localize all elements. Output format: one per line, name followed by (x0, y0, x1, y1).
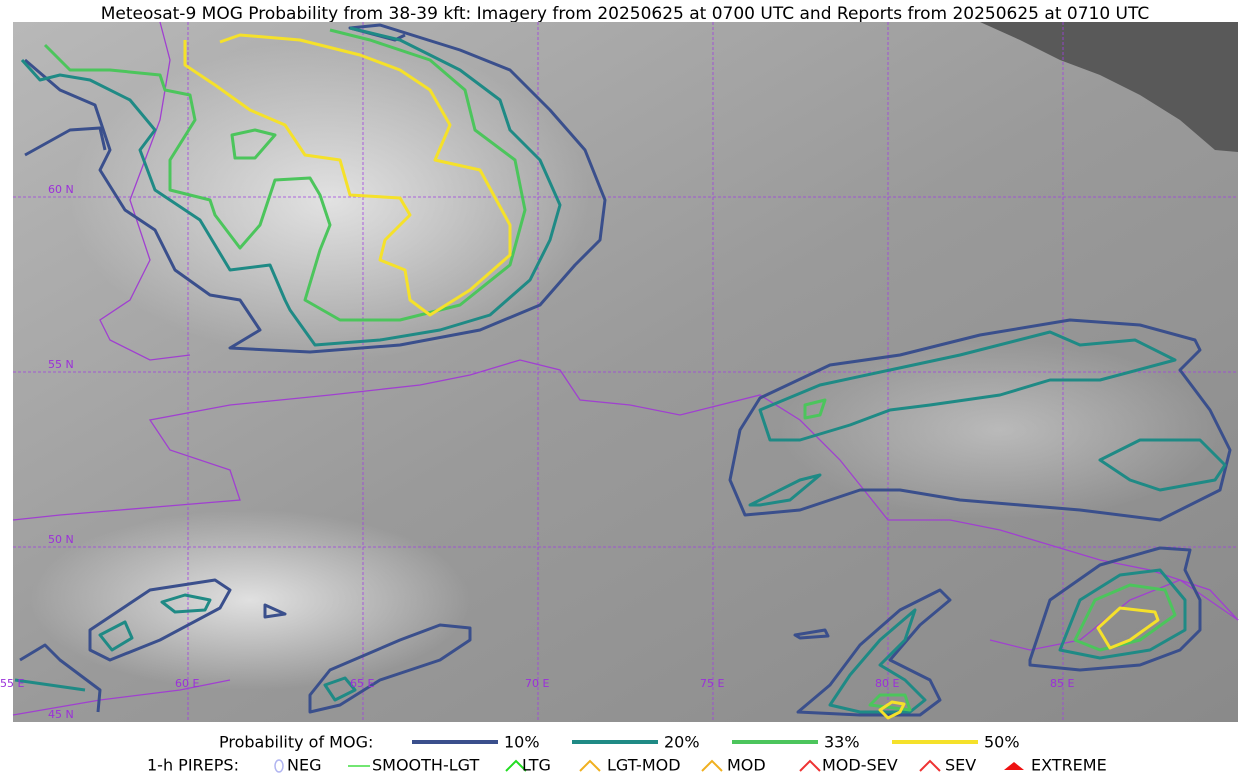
contour-33 (230, 128, 277, 160)
contour-20 (748, 438, 1227, 507)
legend-icon (274, 759, 284, 773)
contour-50 (878, 700, 906, 720)
legend-label: SMOOTH-LGT (372, 756, 479, 775)
lat-label: 50 N (48, 533, 74, 546)
legend-label: LGT-MOD (607, 756, 681, 775)
lat-label: 55 N (48, 358, 74, 371)
lon-label: 55 E (0, 677, 24, 690)
border (12, 359, 1239, 621)
legend-icon (1004, 762, 1024, 770)
no-data (980, 22, 1238, 152)
legend-icon (799, 759, 821, 772)
legend-label: 50% (984, 733, 1020, 752)
cloud (780, 340, 1220, 520)
legend-label: 20% (664, 733, 700, 752)
cloud (70, 40, 590, 360)
legend-icon (579, 759, 601, 772)
contour-20 (758, 330, 1177, 442)
contour-10 (728, 318, 1232, 522)
contour-20 (1058, 568, 1187, 660)
contour-10 (19, 578, 472, 714)
title: Meteosat-9 MOG Probability from 38-39 kf… (101, 4, 1150, 24)
contour-10 (24, 23, 607, 354)
legend-label: MOD (727, 756, 766, 775)
grid (13, 22, 1238, 722)
contour-33 (43, 28, 527, 322)
contour-33 (1073, 583, 1177, 652)
legend-label: LTG (522, 756, 551, 775)
map: 60 N 55 N 50 N 45 N 55 E 60 E 65 E 70 E … (0, 21, 1239, 722)
contour-33 (868, 693, 912, 712)
contour-33 (803, 398, 827, 420)
legend-label: SEV (945, 756, 976, 775)
legend: Probability of MOG: 1-h PIREPS: 10% 20% 33… (147, 733, 1107, 775)
lat-label: 60 N (48, 183, 74, 196)
contour-20 (20, 26, 562, 347)
legend-icon (919, 759, 941, 772)
legend-icon (505, 759, 527, 772)
legend-label: 33% (824, 733, 860, 752)
legend-title: Probability of MOG: (219, 733, 373, 752)
cloud (30, 510, 470, 690)
contour-10 (1028, 546, 1202, 672)
contour-20 (828, 608, 927, 714)
legend-label: MOD-SEV (822, 756, 898, 775)
lon-label: 75 E (700, 677, 724, 690)
lon-label: 65 E (350, 677, 374, 690)
contour-50 (183, 33, 512, 317)
lat-label: 45 N (48, 708, 74, 721)
lon-label: 70 E (525, 677, 549, 690)
lon-label: 85 E (1050, 677, 1074, 690)
contour-50 (1096, 606, 1160, 650)
contour-10 (24, 126, 107, 157)
legend-label: NEG (287, 756, 321, 775)
contours (14, 23, 1232, 720)
lon-label: 80 E (875, 677, 899, 690)
lon-label: 60 E (175, 677, 199, 690)
contour-10 (263, 588, 952, 717)
legend-label: 10% (504, 733, 540, 752)
legend-label: EXTREME (1031, 756, 1107, 775)
legend-title: 1-h PIREPS: (147, 756, 239, 775)
contour-20 (14, 593, 357, 702)
legend-icon (701, 759, 723, 772)
